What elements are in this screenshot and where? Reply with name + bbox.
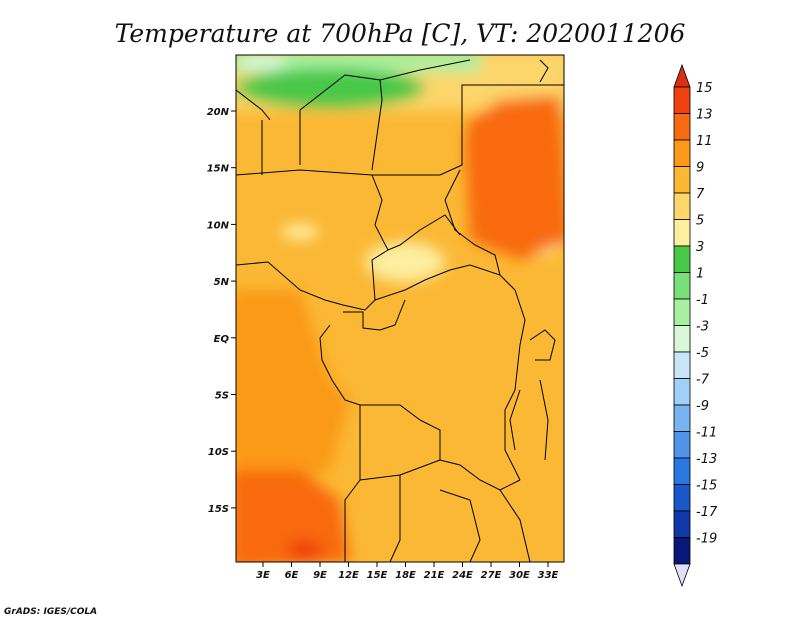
colorbar-swatch [673,219,691,247]
colorbar-label: -19 [696,532,717,547]
lat-tick-label: EQ [214,334,230,345]
colorbar-label: 5 [696,214,704,229]
colorbar-label: -5 [696,346,709,361]
colorbar-swatch [673,325,691,353]
lat-tick-label: 20N [207,107,230,118]
lon-tick-label: 21E [424,570,445,581]
lon-tick-label: 27E [481,570,502,581]
lon-tick-label: 24E [452,570,473,581]
colorbar-label: 9 [696,161,704,176]
lon-tick-label: 30E [509,570,530,581]
colorbar-label: -15 [696,479,717,494]
colorbar-swatch [673,166,691,194]
lon-tick-label: 18E [395,570,416,581]
lon-tick-label: 12E [338,570,359,581]
colorbar-swatch [673,192,691,220]
colorbar-label: 15 [696,81,713,96]
lon-tick-label: 3E [256,570,270,581]
lon-tick-label: 9E [313,570,327,581]
colorbar-swatch [673,510,691,538]
colorbar-swatch [673,139,691,167]
lat-tick-label: 10N [207,220,230,231]
colorbar-swatch [673,245,691,273]
colorbar: 15 13 11 9 7 5 3 1 -1 -3 -5 -7 -9 -11 -13 -15 -17 -19 [673,63,718,588]
chart-title: Temperature at 700hPa [C], VT: 202001120… [115,19,686,48]
colorbar-swatch [673,272,691,300]
colorbar-top-tip [673,63,691,88]
colorbar-label: -17 [696,505,718,520]
colorbar-swatch [673,457,691,485]
colorbar-swatch [673,86,691,114]
colorbar-label: 7 [696,187,705,202]
colorbar-swatch [673,484,691,512]
colorbar-swatch [673,431,691,459]
country-borders [236,59,564,562]
lat-tick-label: 15S [208,504,229,515]
colorbar-label: -7 [696,373,710,388]
lon-tick-label: 33E [538,570,559,581]
longitude-axis: 3E 6E 9E 12E 15E 18E 21E 24E 27E 30E 33E [256,562,559,581]
colorbar-label: -9 [696,399,709,414]
lat-tick-label: 5N [214,277,230,288]
colorbar-label: -3 [696,320,709,335]
credit-label: GrADS: IGES/COLA [4,607,97,617]
temperature-field [236,55,564,562]
colorbar-swatch [673,298,691,326]
lat-tick-label: 10S [208,447,229,458]
lon-tick-label: 6E [285,570,299,581]
colorbar-label: -13 [696,452,717,467]
colorbar-swatch [673,113,691,141]
colorbar-label: 13 [696,108,713,123]
colorbar-label: 1 [696,267,704,282]
colorbar-label: -11 [696,426,717,441]
colorbar-swatch [673,537,691,565]
map-frame [235,54,565,563]
lat-tick-label: 15N [207,164,230,175]
colorbar-label: 3 [696,240,704,255]
colorbar-label: 11 [696,134,713,149]
colorbar-label: -1 [696,293,709,308]
latitude-axis: 20N 15N 10N 5N EQ 5S 10S 15S [207,107,236,515]
colorbar-swatch [673,351,691,379]
colorbar-swatch [673,404,691,432]
colorbar-swatch [673,378,691,406]
colorbar-bottom-tip [673,563,691,588]
lon-tick-label: 15E [367,570,388,581]
lat-tick-label: 5S [215,391,229,402]
